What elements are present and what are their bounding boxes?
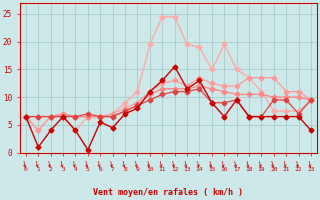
X-axis label: Vent moyen/en rafales ( km/h ): Vent moyen/en rafales ( km/h ) [93,188,244,197]
